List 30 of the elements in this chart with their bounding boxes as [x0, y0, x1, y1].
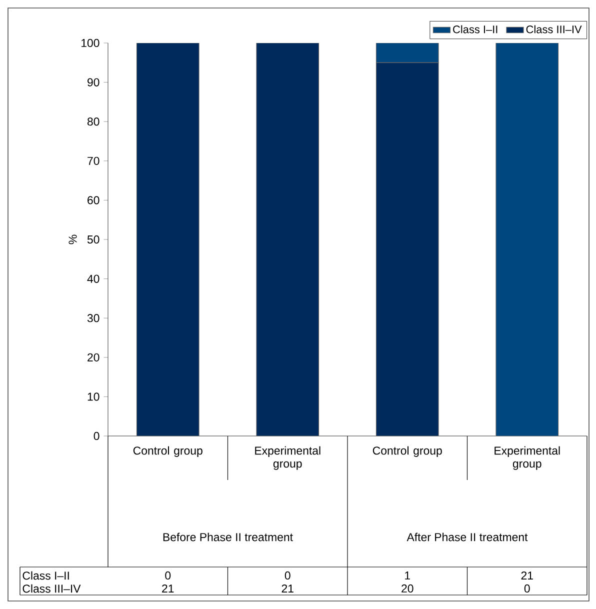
- text: Before Phase II treatment: [163, 532, 293, 542]
- y-tick-label: 20: [88, 353, 100, 362]
- y-tick-label: 60: [88, 196, 100, 204]
- legend-label: Class III–IV: [526, 25, 582, 34]
- text: After Phase II treatment: [406, 532, 528, 542]
- y-tick-label: 10: [88, 392, 100, 401]
- y-tick-label: 100: [81, 38, 100, 48]
- x-tick-label: Experimental group: [255, 446, 320, 470]
- text: 21: [282, 584, 294, 592]
- y-tick-label: 40: [87, 274, 100, 283]
- y-tick-label: 0: [94, 432, 100, 440]
- text: 21: [162, 584, 174, 592]
- legend-label: Class I–II: [453, 25, 498, 34]
- text: 0: [284, 571, 290, 580]
- x-tick-label: Experimental group: [494, 446, 560, 470]
- y-tick-label: 30: [87, 314, 100, 322]
- text: Class III–IV: [22, 584, 81, 593]
- text: 20: [402, 584, 414, 593]
- y-axis-title: %: [68, 234, 77, 244]
- x-tick-label: Control group: [133, 446, 202, 457]
- y-tick-label: 70: [88, 156, 100, 165]
- y-tick-label: 80: [87, 118, 100, 126]
- x-tick-label: Control group: [372, 446, 442, 457]
- text: 21: [521, 571, 533, 580]
- text: Class I–II: [22, 571, 69, 580]
- y-tick-label: 90: [88, 78, 100, 86]
- text: 0: [524, 584, 530, 593]
- y-tick-label: 50: [87, 235, 100, 244]
- text: 0: [165, 571, 171, 580]
- text: 1: [405, 572, 410, 580]
